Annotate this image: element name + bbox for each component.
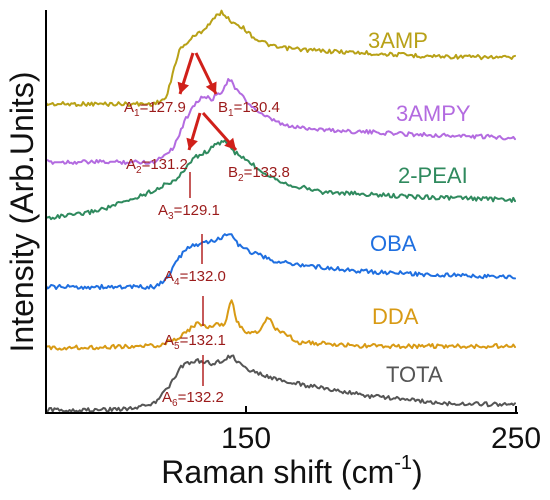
arrow-b2-head <box>224 137 236 150</box>
arrow-b1-head <box>205 81 217 94</box>
peak-label-a5: A5=132.1 <box>164 332 226 352</box>
series-label-tota: TOTA <box>386 362 443 387</box>
annotations-layer: 3AMP 3AMPY 2-PEAI OBA DDA TOTA A1=127.9 B1=130.… <box>124 28 471 409</box>
x-tick-label-250: 250 <box>491 422 541 455</box>
x-axis-label-main: Raman shift (cm <box>161 454 394 490</box>
x-axis-label-tail: ) <box>412 454 423 490</box>
y-axis-label: Intensity (Arb.Units) <box>4 72 40 353</box>
series-line-tota <box>45 354 516 413</box>
series-label-dda: DDA <box>372 304 419 329</box>
series-line-3amp <box>45 9 516 107</box>
arrow-a2-head <box>186 137 198 150</box>
x-tick-label-150: 150 <box>221 422 271 455</box>
peak-label-a1: A1=127.9 <box>124 99 186 119</box>
series-label-2-peai: 2-PEAI <box>398 163 468 188</box>
series-label-3amp: 3AMP <box>368 28 428 53</box>
curves-layer <box>45 9 516 413</box>
x-axis-label: Raman shift (cm-1) <box>161 452 422 490</box>
series-line-dda <box>45 299 516 351</box>
peak-label-a4: A4=132.0 <box>164 268 226 288</box>
arrow-a1-head <box>177 81 190 94</box>
series-line-oba <box>45 233 516 290</box>
peak-label-a2: A2=131.2 <box>126 156 188 176</box>
peak-label-a6: A6=132.2 <box>162 389 224 409</box>
peak-label-a3: A3=129.1 <box>158 202 220 222</box>
series-line-2-peai <box>45 139 516 221</box>
peak-label-b2: B2=133.8 <box>228 164 290 184</box>
series-label-3ampy: 3AMPY <box>396 101 471 126</box>
peak-label-b1: B1=130.4 <box>218 99 280 119</box>
series-line-3ampy <box>45 78 516 165</box>
x-axis-label-sup: -1 <box>394 452 412 474</box>
series-label-oba: OBA <box>370 231 417 256</box>
plot-frame <box>45 10 518 414</box>
